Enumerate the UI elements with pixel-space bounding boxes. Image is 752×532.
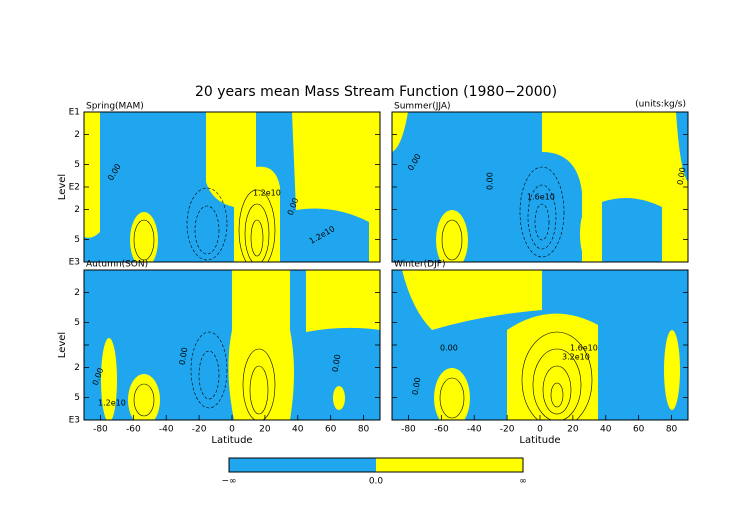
contour-field <box>84 112 380 262</box>
colorbar-frame <box>228 457 524 473</box>
panel-title: Spring(MAM) <box>86 102 144 112</box>
contour-label: 1.2e10 <box>253 189 281 198</box>
contour-label: 3.2e10 <box>562 353 590 362</box>
contour-field <box>392 112 688 262</box>
x-tick-label: 0 <box>229 425 235 435</box>
x-tick-label: -80 <box>401 425 416 435</box>
x-tick-label: 60 <box>633 425 645 435</box>
panel-title: Winter(DJF) <box>394 260 445 270</box>
x-axis-label: Latitude <box>211 435 252 446</box>
contour-label: 0.00 <box>676 167 688 186</box>
chart-title: 20 years mean Mass Stream Function (1980… <box>195 84 557 100</box>
y-tick-label: 2 <box>74 205 80 215</box>
x-tick-label: 40 <box>600 425 612 435</box>
x-axis-label: Latitude <box>519 435 560 446</box>
x-tick-label: -40 <box>159 425 174 435</box>
y-tick-label: 2 <box>74 363 80 373</box>
colorbar-negative <box>229 458 376 472</box>
x-tick-label: 0 <box>537 425 543 435</box>
x-tick-label: 80 <box>358 425 370 435</box>
colorbar-positive <box>376 458 523 472</box>
y-tick-label: 5 <box>74 235 80 245</box>
x-tick-label: 20 <box>567 425 579 435</box>
x-tick-label: -20 <box>500 425 515 435</box>
contour-field <box>84 270 380 420</box>
y-tick-label: E3 <box>69 258 80 268</box>
x-tick-label: -40 <box>467 425 482 435</box>
contour-field <box>392 270 688 420</box>
colorbar-label: −∞ <box>221 477 236 487</box>
x-tick-label: 60 <box>325 425 337 435</box>
x-tick-label: 20 <box>259 425 271 435</box>
x-tick-label: -20 <box>192 425 207 435</box>
y-tick-label: 5 <box>74 160 80 170</box>
x-tick-label: -80 <box>93 425 108 435</box>
y-tick-label: E2 <box>69 183 80 193</box>
y-tick-label: 5 <box>74 393 80 403</box>
contour-label: 1.6e10 <box>570 344 598 353</box>
contour-label: 0.00 <box>331 354 343 373</box>
y-tick-label: E1 <box>69 108 80 118</box>
contour-label: 0.00 <box>411 377 423 396</box>
y-tick-label: 5 <box>74 318 80 328</box>
x-tick-label: 80 <box>666 425 678 435</box>
units: (units:kg/s) <box>635 100 686 110</box>
x-tick-label: -60 <box>126 425 141 435</box>
contour-label: 1.6e10 <box>527 193 555 202</box>
x-tick-label: -60 <box>434 425 449 435</box>
contour-label: 0.00 <box>178 347 190 366</box>
contour-label: 0.00 <box>486 172 495 190</box>
y-tick-label: 2 <box>74 288 80 298</box>
contour-label: 0.00 <box>440 344 458 353</box>
colorbar-label: 0.0 <box>369 477 384 487</box>
y-axis-label: Level <box>57 174 68 200</box>
panel-title: Autumn(SON) <box>86 260 148 270</box>
panel-title: Summer(JJA) <box>394 102 451 112</box>
y-tick-label: 2 <box>74 130 80 140</box>
y-axis-label: Level <box>57 332 68 358</box>
contour-label: 1.2e10 <box>98 399 126 408</box>
y-tick-label: E3 <box>69 416 80 426</box>
x-tick-label: 40 <box>292 425 304 435</box>
colorbar-label: ∞ <box>519 477 527 487</box>
